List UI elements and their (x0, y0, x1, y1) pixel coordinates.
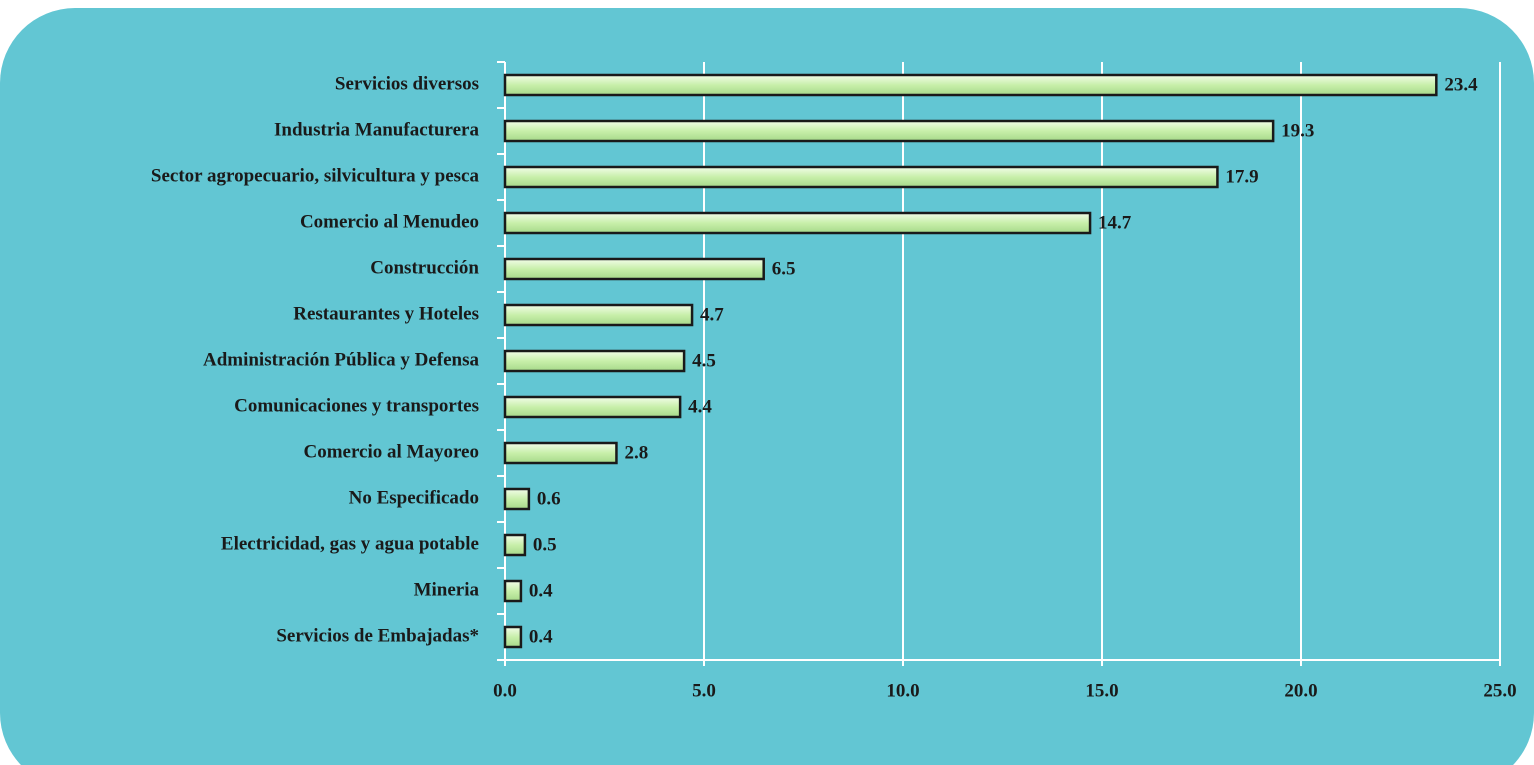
bar (503, 119, 1275, 143)
y-tick-label: Servicios de Embajadas* (276, 625, 479, 646)
y-tick-label: Comercio al Mayoreo (303, 441, 479, 462)
value-label: 4.5 (692, 350, 716, 371)
value-label: 0.6 (537, 488, 561, 509)
x-tick-label: 25.0 (1483, 680, 1516, 701)
y-tick-label: Comercio al Menudeo (300, 211, 479, 232)
bar (503, 211, 1092, 235)
value-label: 4.7 (700, 304, 724, 325)
y-tick-label: Comunicaciones y transportes (234, 395, 479, 416)
value-label: 0.4 (529, 626, 553, 647)
x-tick-label: 15.0 (1085, 680, 1118, 701)
value-label: 2.8 (624, 442, 648, 463)
value-label: 0.5 (533, 534, 557, 555)
x-tick-label: 0.0 (493, 680, 517, 701)
y-tick-label: Servicios diversos (335, 73, 479, 94)
background-panel (0, 8, 1534, 765)
bar (503, 303, 694, 327)
bar (503, 165, 1219, 189)
value-label: 17.9 (1225, 166, 1258, 187)
y-tick-label: Construcción (370, 257, 479, 278)
bar (503, 73, 1438, 97)
y-tick-label: Administración Pública y Defensa (203, 349, 480, 370)
value-label: 19.3 (1281, 120, 1314, 141)
y-tick-label: Mineria (414, 579, 480, 600)
bar (503, 257, 765, 281)
x-tick-label: 20.0 (1284, 680, 1317, 701)
bar (503, 579, 523, 603)
value-label: 4.4 (688, 396, 712, 417)
bar (503, 487, 531, 511)
bar (503, 349, 686, 373)
y-tick-label: Electricidad, gas y agua potable (221, 533, 479, 554)
value-label: 6.5 (772, 258, 796, 279)
value-label: 0.4 (529, 580, 553, 601)
y-tick-label: Restaurantes y Hoteles (293, 303, 479, 324)
bar (503, 533, 527, 557)
value-label: 14.7 (1098, 212, 1132, 233)
x-tick-label: 10.0 (886, 680, 919, 701)
bar (503, 395, 682, 419)
value-label: 23.4 (1444, 74, 1478, 95)
bar (503, 441, 618, 465)
y-tick-label: Sector agropecuario, silvicultura y pesc… (151, 165, 480, 186)
bar (503, 625, 523, 649)
y-tick-label: Industria Manufacturera (274, 119, 479, 140)
y-tick-label: No Especificado (349, 487, 479, 508)
x-tick-label: 5.0 (692, 680, 716, 701)
